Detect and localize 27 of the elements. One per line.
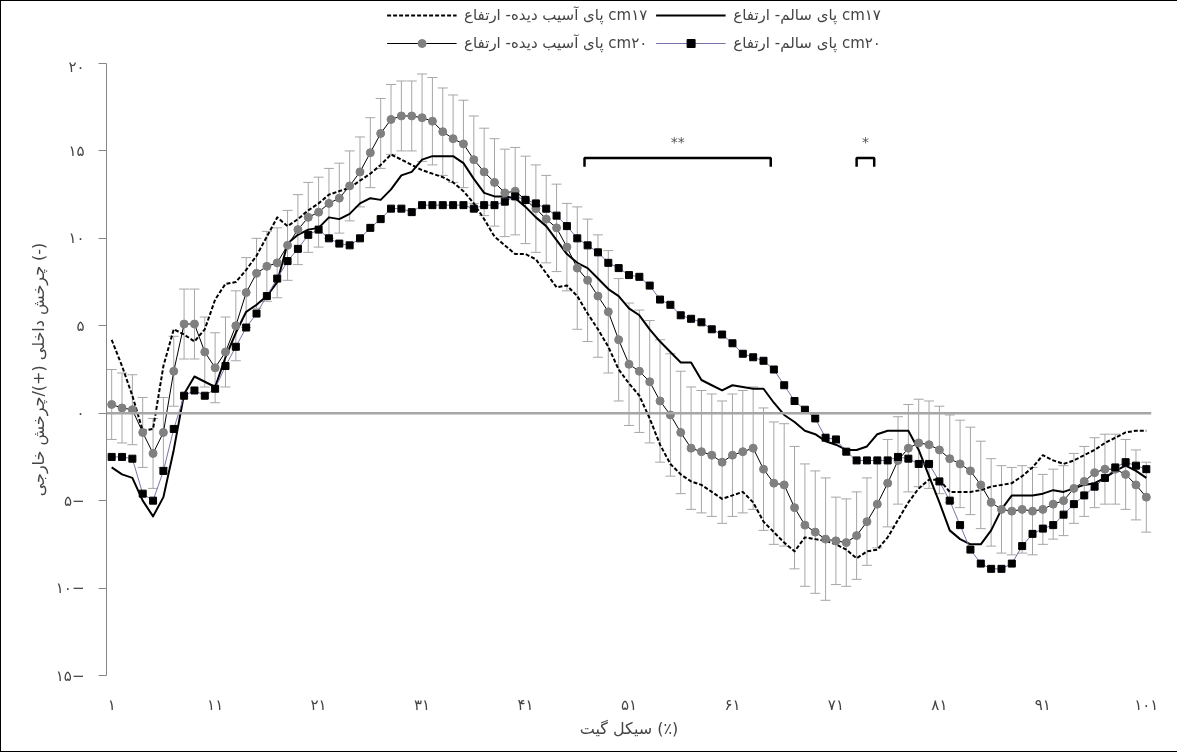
y-tick-label: ۲۰ [68, 57, 85, 76]
x-tick-label: ۳۱ [414, 695, 431, 714]
y-axis-title: چرخش داخلی (+)/چرخش خارجی (-) [28, 242, 49, 497]
x-tick-label: ۱۰۱ [1134, 695, 1159, 714]
legend-label: پای آسیب دیده- ارتفاع cm۲۰ [464, 34, 648, 52]
y-tick-label: ۱۰− [55, 579, 85, 598]
annotation: ** [670, 134, 685, 151]
y-tick-label: ۵− [63, 491, 85, 510]
x-tick-label: ۴۱ [517, 695, 534, 714]
x-tick-label: ۵۱ [620, 695, 638, 714]
legend-label: پای آسیب دیده- ارتفاع cm۱۷ [464, 6, 648, 24]
x-axis-title: سیکل گیت (٪) [579, 718, 679, 738]
x-tick-label: ۲۱ [310, 695, 327, 714]
x-tick-label: ۱ [107, 695, 116, 714]
y-tick-label: ۱۵ [68, 141, 85, 160]
x-tick-label: ۷۱ [827, 695, 844, 714]
x-tick-label: ۸۱ [931, 695, 948, 714]
y-tick-label: ۱۵− [55, 666, 85, 685]
x-tick-label: ۹۱ [1034, 695, 1051, 714]
y-tick-label: ۵ [76, 316, 85, 335]
x-tick-label: ۶۱ [724, 695, 741, 714]
legend-label: پای سالم- ارتفاع cm۱۷ [733, 6, 881, 24]
x-tick-label: ۱۱ [207, 695, 224, 714]
y-tick-label: ۱۰ [68, 229, 85, 248]
y-tick-label: ۰ [76, 404, 85, 423]
legend-label: پای سالم- ارتفاع cm۲۰ [733, 34, 881, 52]
annotation: * [861, 134, 869, 151]
